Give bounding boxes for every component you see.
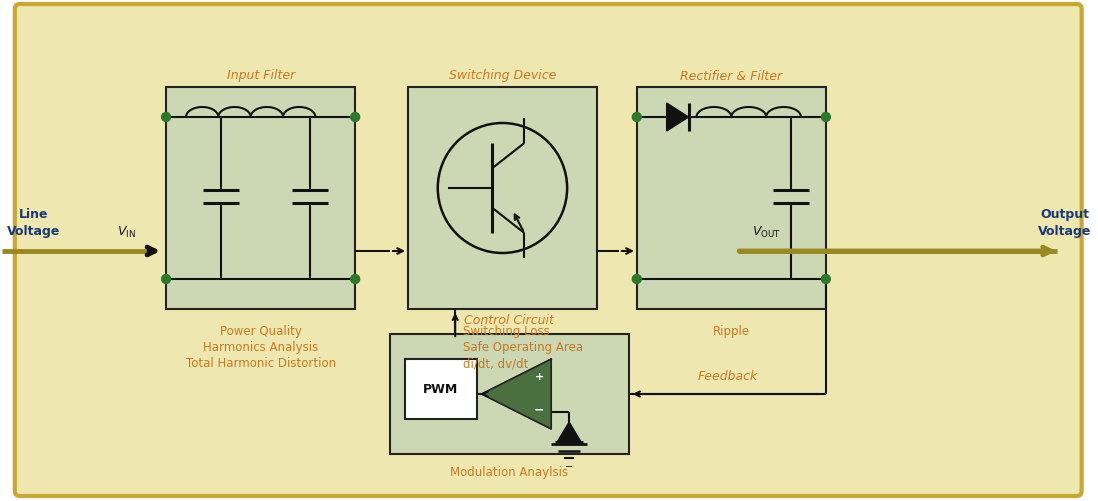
Circle shape — [632, 113, 641, 122]
Text: Switching Loss: Switching Loss — [463, 325, 550, 338]
Text: −: − — [534, 403, 545, 416]
Circle shape — [821, 113, 830, 122]
Text: Total Harmonic Distortion: Total Harmonic Distortion — [186, 357, 336, 370]
Text: Input Filter: Input Filter — [226, 69, 294, 82]
Bar — [637, 88, 826, 310]
Text: $V_{\mathrm{OUT}}$: $V_{\mathrm{OUT}}$ — [752, 224, 782, 239]
Text: PWM: PWM — [423, 383, 458, 396]
Circle shape — [350, 275, 360, 284]
Polygon shape — [666, 104, 688, 132]
Text: Modulation Anaylsis: Modulation Anaylsis — [450, 465, 569, 478]
Bar — [166, 88, 355, 310]
Circle shape — [161, 275, 170, 284]
Circle shape — [821, 275, 830, 284]
Text: Output: Output — [1040, 208, 1089, 221]
Text: −: − — [565, 461, 573, 471]
Text: Voltage: Voltage — [7, 225, 60, 238]
FancyBboxPatch shape — [15, 5, 1082, 496]
Text: Safe Operating Area: Safe Operating Area — [463, 341, 583, 354]
Text: Harmonics Analysis: Harmonics Analysis — [203, 341, 318, 354]
Text: Rectifier & Filter: Rectifier & Filter — [681, 69, 783, 82]
Bar — [405, 359, 477, 419]
Text: Control Circuit: Control Circuit — [464, 314, 554, 327]
Text: $V_{\mathrm{IN}}$: $V_{\mathrm{IN}}$ — [116, 224, 136, 239]
Polygon shape — [557, 422, 581, 442]
Text: +: + — [535, 371, 544, 381]
Bar — [408, 88, 597, 310]
Circle shape — [161, 113, 170, 122]
Circle shape — [350, 113, 360, 122]
Polygon shape — [482, 359, 551, 429]
Circle shape — [632, 275, 641, 284]
Text: Ripple: Ripple — [713, 325, 750, 338]
Bar — [390, 334, 629, 454]
Text: Voltage: Voltage — [1038, 225, 1091, 238]
Text: di/dt, dv/dt: di/dt, dv/dt — [463, 357, 528, 370]
Text: Power Quality: Power Quality — [220, 325, 302, 338]
Text: Line: Line — [19, 208, 48, 221]
Text: Feedback: Feedback — [697, 370, 758, 383]
Text: Switching Device: Switching Device — [449, 69, 556, 82]
